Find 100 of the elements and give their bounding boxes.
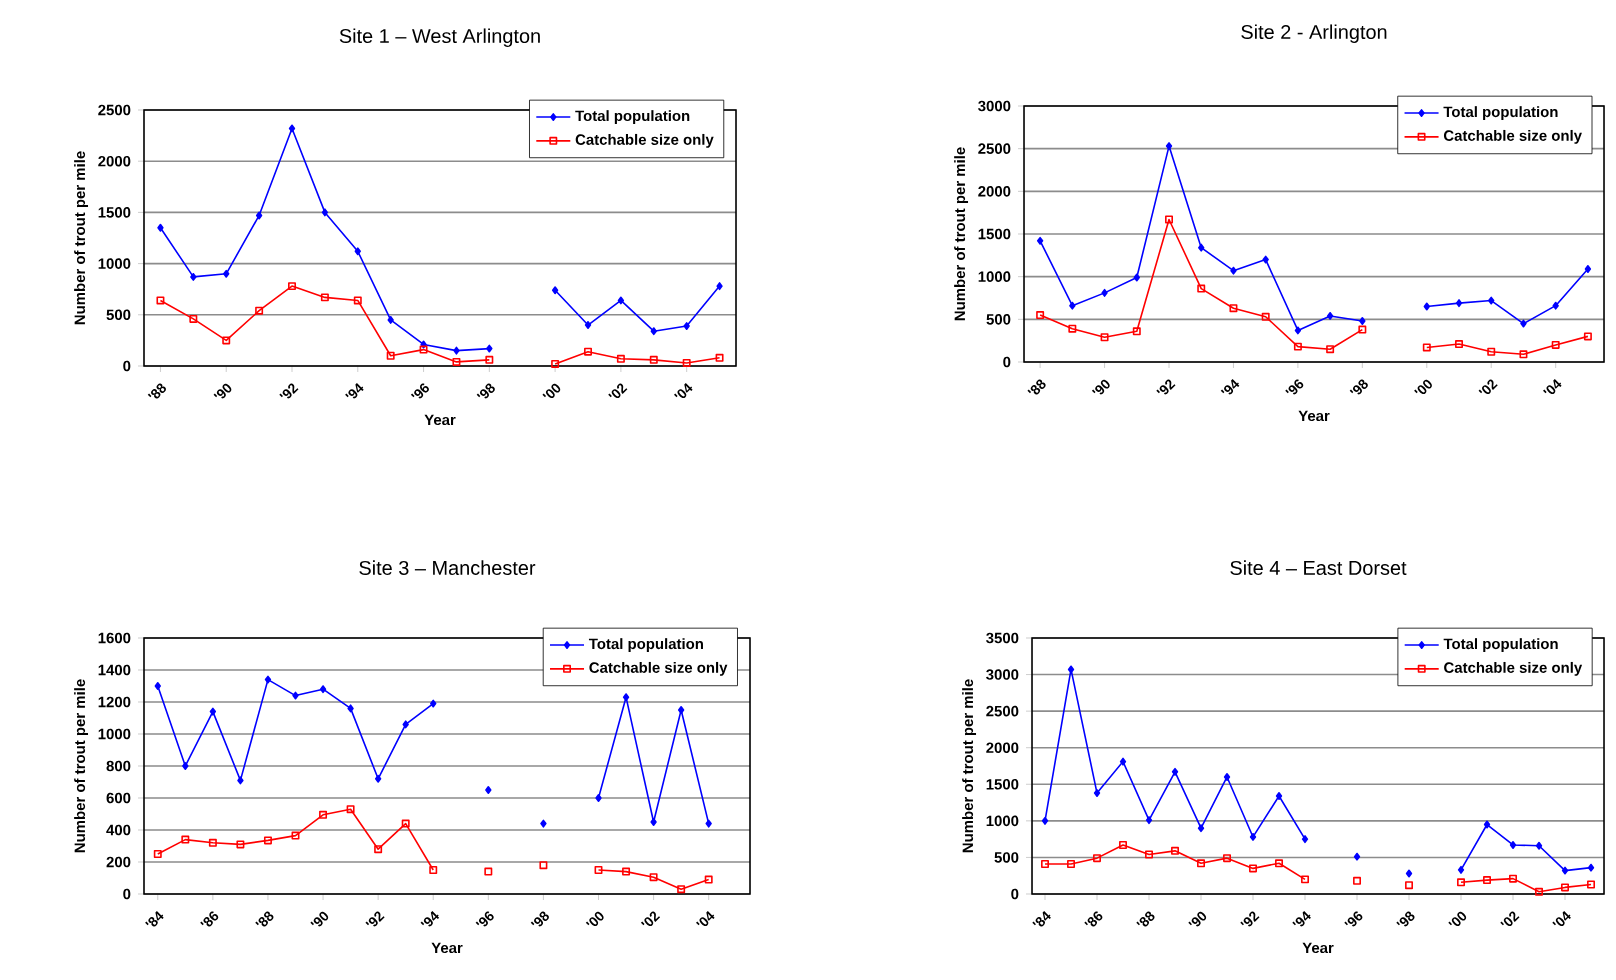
point xyxy=(485,786,492,794)
point xyxy=(1487,347,1496,356)
point xyxy=(1068,324,1077,333)
point xyxy=(354,247,361,256)
point xyxy=(1275,792,1283,800)
point xyxy=(716,282,723,291)
point xyxy=(650,327,657,336)
point xyxy=(209,707,217,716)
point xyxy=(1561,866,1569,875)
point xyxy=(540,819,547,828)
point xyxy=(157,223,164,232)
point xyxy=(551,286,559,295)
point xyxy=(1145,816,1153,825)
point xyxy=(622,867,631,876)
point xyxy=(1520,319,1527,328)
point xyxy=(190,272,197,281)
point xyxy=(320,293,329,302)
point xyxy=(430,699,437,708)
point xyxy=(1275,859,1283,868)
point xyxy=(1198,243,1205,252)
point xyxy=(1067,665,1075,674)
point xyxy=(1488,296,1495,305)
point xyxy=(222,336,231,345)
point xyxy=(551,359,560,368)
point xyxy=(1509,874,1517,883)
point xyxy=(1067,860,1075,868)
point xyxy=(1165,142,1173,151)
point xyxy=(1551,340,1560,349)
point xyxy=(616,354,625,363)
point xyxy=(288,282,296,291)
point xyxy=(1422,343,1431,352)
point xyxy=(182,762,189,770)
point xyxy=(1229,304,1238,313)
point xyxy=(1171,846,1179,855)
point xyxy=(1165,215,1173,224)
point xyxy=(595,794,602,802)
point xyxy=(650,818,657,826)
point xyxy=(1197,824,1205,833)
point xyxy=(1101,288,1108,297)
point xyxy=(1483,876,1491,885)
point xyxy=(1197,284,1206,293)
point xyxy=(1358,325,1367,334)
point xyxy=(1561,883,1569,892)
point xyxy=(1359,317,1366,326)
point xyxy=(677,885,686,894)
point xyxy=(1405,881,1413,890)
point xyxy=(181,835,190,844)
point xyxy=(1509,841,1517,849)
point xyxy=(1455,340,1463,349)
point xyxy=(1457,878,1465,887)
point xyxy=(484,867,493,876)
point xyxy=(1294,326,1302,335)
point xyxy=(617,296,625,305)
chart-title: Site 1 – West Arlington xyxy=(339,28,540,47)
point xyxy=(374,845,383,854)
point xyxy=(1535,887,1543,896)
point xyxy=(1293,342,1302,351)
point xyxy=(386,351,395,360)
point xyxy=(485,355,494,364)
point xyxy=(1093,789,1101,798)
point xyxy=(263,836,272,845)
point xyxy=(1197,859,1205,868)
point xyxy=(288,124,296,133)
point xyxy=(374,774,382,783)
point xyxy=(1223,854,1231,863)
point xyxy=(189,314,198,323)
point xyxy=(1519,350,1528,359)
point xyxy=(1100,333,1109,342)
point xyxy=(1041,816,1049,825)
point xyxy=(486,344,493,353)
point xyxy=(387,315,394,324)
point xyxy=(319,685,327,694)
point xyxy=(1552,301,1559,310)
point xyxy=(236,840,245,849)
point xyxy=(1093,854,1101,863)
point xyxy=(1262,255,1269,264)
point xyxy=(1584,264,1592,273)
point xyxy=(1171,767,1179,776)
point xyxy=(154,682,161,690)
point xyxy=(1036,236,1044,245)
point xyxy=(1301,835,1309,844)
point xyxy=(223,269,230,278)
point xyxy=(1353,852,1361,861)
point xyxy=(1587,863,1595,872)
point xyxy=(1249,864,1257,873)
point xyxy=(1133,273,1140,282)
point xyxy=(208,838,217,847)
point xyxy=(1326,311,1334,320)
point xyxy=(649,355,658,364)
point xyxy=(1301,875,1309,884)
point xyxy=(452,357,461,366)
chart-title: Site 2 - Arlington xyxy=(1241,24,1387,43)
point xyxy=(584,321,592,330)
point xyxy=(353,296,362,305)
point xyxy=(1423,302,1430,311)
point xyxy=(1457,865,1465,874)
point xyxy=(347,704,354,713)
point xyxy=(1132,327,1141,336)
point xyxy=(1223,772,1231,781)
point xyxy=(346,805,355,814)
